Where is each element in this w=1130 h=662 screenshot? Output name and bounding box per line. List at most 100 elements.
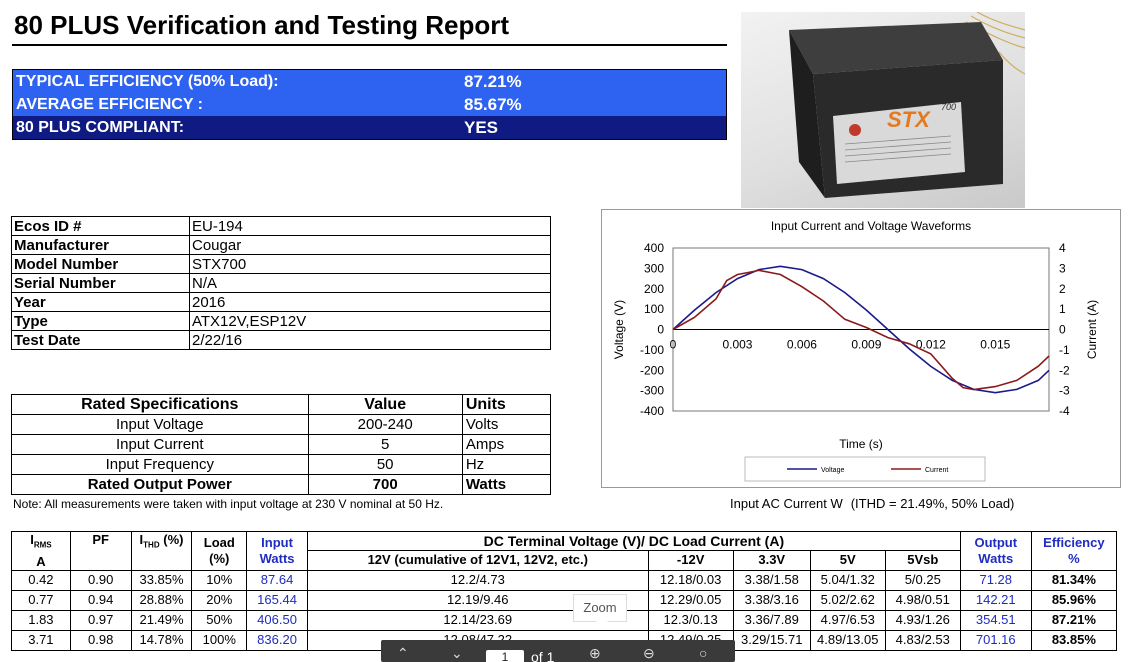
- typical-efficiency-row: TYPICAL EFFICIENCY (50% Load): 87.21%: [13, 70, 726, 93]
- results-cell-v5: 5.04/1.32: [809, 569, 886, 591]
- results-header-row-1: IRMS A PF ITHD (%) Load (%) Input Watts DC …: [11, 530, 1118, 571]
- spec-units: Watts: [461, 474, 552, 495]
- info-value: ATX12V,ESP12V: [189, 311, 551, 331]
- results-cell-irms: 0.77: [11, 589, 71, 611]
- results-cell-v33: 3.29/15.71: [732, 629, 811, 651]
- search-icon[interactable]: ○: [699, 645, 708, 661]
- info-row: Test Date 2/22/16: [11, 330, 551, 350]
- product-brand-text: STX: [887, 107, 931, 132]
- y-tick-label: -200: [640, 363, 664, 377]
- average-efficiency-label: AVERAGE EFFICIENCY :: [16, 95, 203, 113]
- info-row: Serial Number N/A: [11, 273, 551, 293]
- compliance-value: YES: [464, 117, 499, 137]
- zoom-in-icon[interactable]: ⊕: [589, 645, 601, 661]
- v33-header: 3.3V: [732, 550, 811, 571]
- pdf-viewer-toolbar[interactable]: ⌃ ⌄ 1 of 1 ⊕ ⊖ ○: [381, 640, 735, 662]
- x-tick-label: 0: [670, 338, 677, 352]
- y-tick-label: -300: [640, 384, 664, 398]
- v5-header: 5V: [809, 550, 886, 571]
- chevron-down-icon[interactable]: ⌄: [451, 645, 463, 661]
- spec-name: Input Current: [11, 434, 309, 455]
- info-row: Manufacturer Cougar: [11, 235, 551, 255]
- info-key: Serial Number: [11, 273, 190, 293]
- legend-label: Voltage: [821, 467, 844, 474]
- results-cell-vn12: 12.29/0.05: [647, 589, 734, 611]
- results-cell-input: 836.20: [246, 629, 308, 651]
- measurement-note: Note: All measurements were taken with i…: [13, 497, 444, 511]
- results-cell-input: 406.50: [246, 609, 308, 631]
- results-cell-pf: 0.97: [69, 609, 132, 631]
- results-cell-vn12: 12.18/0.03: [647, 569, 734, 591]
- y-tick-label: 300: [644, 261, 664, 275]
- results-cell-v5: 4.89/13.05: [809, 629, 886, 651]
- compliance-row: 80 PLUS COMPLIANT: YES: [13, 116, 726, 139]
- chevron-up-icon[interactable]: ⌃: [397, 645, 409, 661]
- x-tick-label: 0.009: [851, 338, 881, 352]
- results-cell-load: 100%: [191, 629, 248, 651]
- x-tick-label: 0.015: [980, 338, 1010, 352]
- y2-axis-label: Current (A): [1085, 300, 1099, 359]
- v12-header: 12V (cumulative of 12V1, 12V2, etc.): [306, 550, 649, 571]
- input-watts-header: Input Watts: [246, 531, 308, 571]
- legend-box: [744, 456, 986, 482]
- spec-value: 5: [307, 434, 463, 455]
- info-key: Model Number: [11, 254, 190, 274]
- results-cell-load: 50%: [191, 609, 248, 631]
- x-tick-label: 0.006: [787, 338, 817, 352]
- page-number-input[interactable]: 1: [486, 650, 524, 662]
- load-header: Load (%): [191, 531, 248, 571]
- info-key: Year: [11, 292, 190, 312]
- irms-header: IRMS A: [11, 531, 71, 571]
- typical-efficiency-value: 87.21%: [464, 71, 522, 91]
- zoom-tooltip: Zoom: [573, 594, 627, 627]
- results-cell-output: 354.51: [959, 609, 1032, 631]
- product-photo: STX 700: [741, 12, 1025, 208]
- info-row: Year 2016: [11, 292, 551, 312]
- output-watts-header: Output Watts: [959, 531, 1032, 571]
- results-cell-output: 142.21: [959, 589, 1032, 611]
- spec-value: 50: [307, 454, 463, 475]
- typical-efficiency-label: TYPICAL EFFICIENCY (50% Load):: [16, 72, 279, 90]
- results-cell-v33: 3.36/7.89: [732, 609, 811, 631]
- page-count: of 1: [531, 649, 555, 662]
- spec-units: Hz: [461, 454, 552, 475]
- power-supply-image: STX 700: [789, 12, 1025, 198]
- spec-name: Rated Output Power: [11, 474, 309, 495]
- info-value: EU-194: [189, 216, 551, 236]
- y2-tick-label: -1: [1059, 343, 1070, 357]
- spec-units: Amps: [461, 434, 552, 455]
- results-row: 0.77 0.94 28.88% 20% 165.44 12.19/9.46 12.29/0…: [11, 589, 1118, 611]
- vn12-header: -12V: [647, 550, 734, 571]
- spec-row: Rated Output Power 700 Watts: [11, 474, 552, 495]
- specs-header-value: Value: [307, 394, 463, 415]
- product-model-suffix: 700: [941, 102, 956, 112]
- results-cell-irms: 3.71: [11, 629, 71, 651]
- spec-row: Input Frequency 50 Hz: [11, 454, 552, 475]
- ithd-header: ITHD (%): [130, 531, 193, 571]
- results-cell-v33: 3.38/3.16: [732, 589, 811, 611]
- results-cell-eff: 87.21%: [1030, 609, 1118, 631]
- results-cell-v5sb: 4.83/2.53: [884, 629, 961, 651]
- info-row: Type ATX12V,ESP12V: [11, 311, 551, 331]
- chart-title: Input Current and Voltage Waveforms: [771, 219, 971, 233]
- results-cell-eff: 85.96%: [1030, 589, 1118, 611]
- info-value: STX700: [189, 254, 551, 274]
- results-cell-ithd: 14.78%: [130, 629, 193, 651]
- zoom-out-icon[interactable]: ⊖: [643, 645, 655, 661]
- y2-tick-label: 4: [1059, 241, 1066, 255]
- y-tick-label: 100: [644, 302, 664, 316]
- specs-header-row: Rated Specifications Value Units: [11, 394, 552, 415]
- specs-header-units: Units: [461, 394, 552, 415]
- x-tick-label: 0.012: [916, 338, 946, 352]
- spec-name: Input Frequency: [11, 454, 309, 475]
- y-tick-label: 200: [644, 282, 664, 296]
- report-title: 80 PLUS Verification and Testing Report: [14, 10, 510, 40]
- results-cell-eff: 81.34%: [1030, 569, 1118, 591]
- results-cell-load: 20%: [191, 589, 248, 611]
- y-tick-label: -100: [640, 343, 664, 357]
- info-row: Model Number STX700: [11, 254, 551, 274]
- compliance-label: 80 PLUS COMPLIANT:: [16, 118, 185, 136]
- results-cell-pf: 0.90: [69, 569, 132, 591]
- y2-tick-label: -3: [1059, 384, 1070, 398]
- results-cell-v5sb: 5/0.25: [884, 569, 961, 591]
